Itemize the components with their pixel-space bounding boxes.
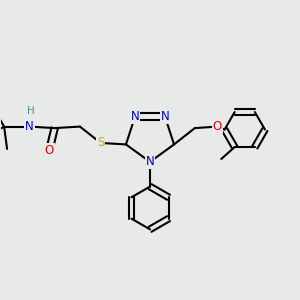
Text: N: N [131, 110, 140, 123]
Text: O: O [45, 144, 54, 157]
Text: H: H [27, 106, 35, 116]
Text: N: N [160, 110, 169, 123]
Text: N: N [25, 120, 34, 133]
Text: S: S [97, 136, 104, 149]
Text: N: N [146, 155, 154, 168]
Text: O: O [212, 120, 222, 133]
